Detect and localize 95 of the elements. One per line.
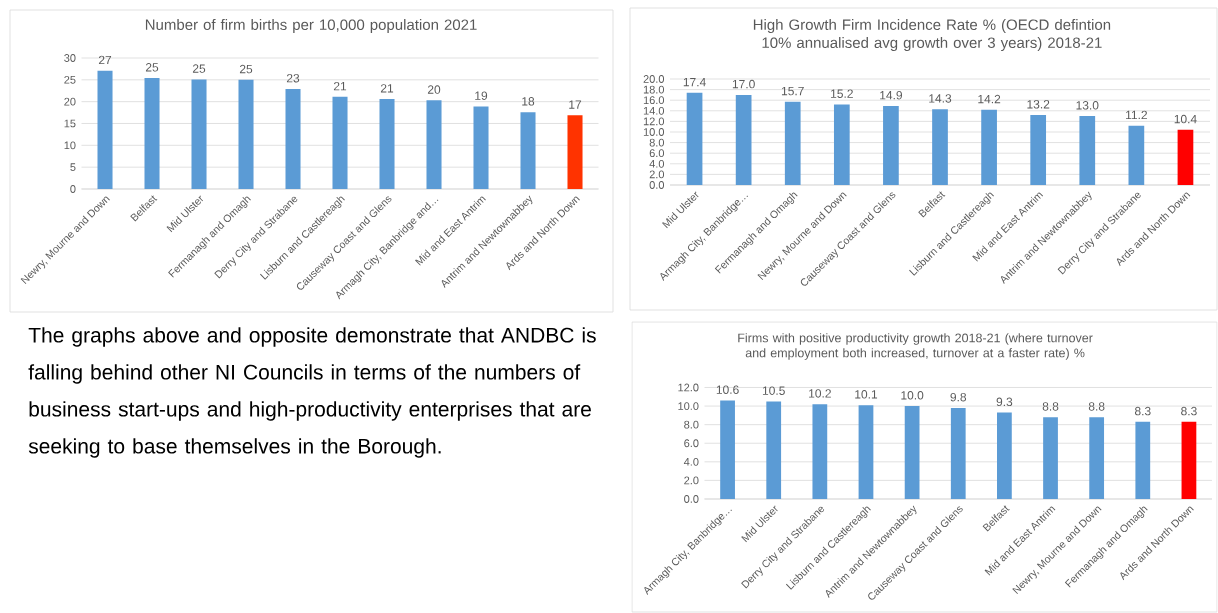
data-label: 8.3 <box>1181 406 1197 416</box>
bar <box>981 109 997 185</box>
y-tick-label: 2.0 <box>684 476 699 485</box>
data-label: 17 <box>569 100 582 109</box>
bar <box>1043 417 1058 499</box>
bar <box>97 70 113 189</box>
data-label: 21 <box>380 84 394 93</box>
y-tick-label: 12.0 <box>643 117 665 126</box>
data-label: 18 <box>522 97 535 106</box>
bar <box>285 89 301 189</box>
bar <box>567 115 583 189</box>
data-label: 8.3 <box>1134 406 1151 416</box>
data-label: 10.0 <box>901 391 924 400</box>
bar <box>1128 125 1145 185</box>
chart-title: Firms with positive productivity growth 2018-21 (where turnover and employment both increased, turnover at a faster rate) % <box>738 333 1093 360</box>
y-tick-label: 20 <box>64 97 76 106</box>
data-label: 23 <box>286 73 300 83</box>
y-tick-label: 20.0 <box>643 75 665 83</box>
data-label: 27 <box>98 55 112 65</box>
bar <box>833 104 850 185</box>
y-tick-label: 12.0 <box>678 383 699 392</box>
y-tick-label: 14.0 <box>643 106 665 115</box>
data-label: 25 <box>145 63 159 72</box>
y-tick-label: 10.0 <box>678 402 699 410</box>
y-tick-label: 10.0 <box>643 128 665 136</box>
bar <box>191 79 207 189</box>
data-label: 11.2 <box>1126 110 1147 120</box>
bar <box>686 92 703 185</box>
data-label: 14.9 <box>880 91 903 100</box>
bar <box>473 106 489 189</box>
data-label: 9.3 <box>996 397 1013 407</box>
data-label: 8.8 <box>1088 402 1105 411</box>
y-tick-label: 2.0 <box>649 170 665 179</box>
y-tick-label: 4.0 <box>683 457 699 466</box>
bar <box>1181 421 1197 499</box>
bar <box>379 99 395 189</box>
data-label: 25 <box>192 64 206 73</box>
data-label: 10.2 <box>809 389 831 398</box>
data-label: 14.2 <box>978 94 1001 104</box>
data-label: 10.1 <box>855 390 878 399</box>
bar <box>1135 421 1151 499</box>
bar <box>1079 116 1096 185</box>
data-label: 14.3 <box>929 94 952 103</box>
data-label: 15.2 <box>831 89 853 98</box>
y-tick-label: 8.0 <box>684 420 699 429</box>
bar <box>950 407 966 499</box>
bar <box>426 100 442 189</box>
y-tick-label: 8.0 <box>649 138 665 147</box>
y-tick-label: 25 <box>64 75 76 84</box>
bar <box>1089 417 1105 499</box>
y-tick-label: 6.0 <box>649 149 665 158</box>
data-label: 9.8 <box>950 392 967 402</box>
y-tick-label: 5 <box>70 163 76 171</box>
bar <box>720 400 735 499</box>
bar <box>766 401 782 499</box>
bar <box>858 405 874 499</box>
y-tick-label: 10 <box>64 141 76 150</box>
y-tick-label: 0.0 <box>684 495 699 503</box>
bar <box>735 94 752 185</box>
bar <box>997 412 1012 499</box>
data-label: 10.6 <box>716 385 739 394</box>
bar <box>883 106 899 185</box>
bar <box>812 404 828 499</box>
y-tick-label: 6.0 <box>684 439 699 448</box>
y-tick-label: 15 <box>64 119 76 128</box>
bar <box>1030 115 1047 185</box>
data-label: 21 <box>333 81 347 91</box>
y-tick-label: 4.0 <box>649 159 665 168</box>
bar <box>1177 129 1194 185</box>
bar <box>520 112 536 189</box>
bar <box>904 406 920 499</box>
data-label: 13.2 <box>1027 100 1050 109</box>
y-tick-label: 18.0 <box>643 85 665 94</box>
chart-title: High Growth Firm Incidence Rate % (OECD defintion 10% annualised avg growth over 3 years) 2018-21 <box>753 19 1111 51</box>
data-label: 13.0 <box>1076 101 1099 110</box>
data-label: 20 <box>427 85 441 94</box>
data-label: 8.8 <box>1042 402 1059 411</box>
chart-title: Number of firm births per 10,000 population 2021 <box>145 19 477 33</box>
data-label: 25 <box>239 64 253 74</box>
bar <box>238 79 254 189</box>
bar <box>332 96 348 189</box>
data-label: 19 <box>475 91 488 100</box>
data-label: 17.0 <box>732 79 755 89</box>
y-tick-label: 30 <box>64 54 76 62</box>
y-tick-label: 0.0 <box>649 181 665 189</box>
data-label: 10.5 <box>762 386 785 395</box>
data-label: 15.7 <box>781 86 804 96</box>
bar <box>932 109 948 185</box>
y-tick-label: 0 <box>70 185 76 193</box>
y-tick-label: 16.0 <box>643 96 665 105</box>
bar <box>144 78 160 189</box>
bar <box>784 101 801 185</box>
text: The graphs above and opposite demonstrate that ANDBC is falling behind other NI Councils in terms of the numbers of business start-ups and high-productivity enterprises that are seeking to base themselves in the Borough. <box>28 327 596 458</box>
data-label: 10.4 <box>1174 114 1197 124</box>
data-label: 17.4 <box>683 77 706 87</box>
